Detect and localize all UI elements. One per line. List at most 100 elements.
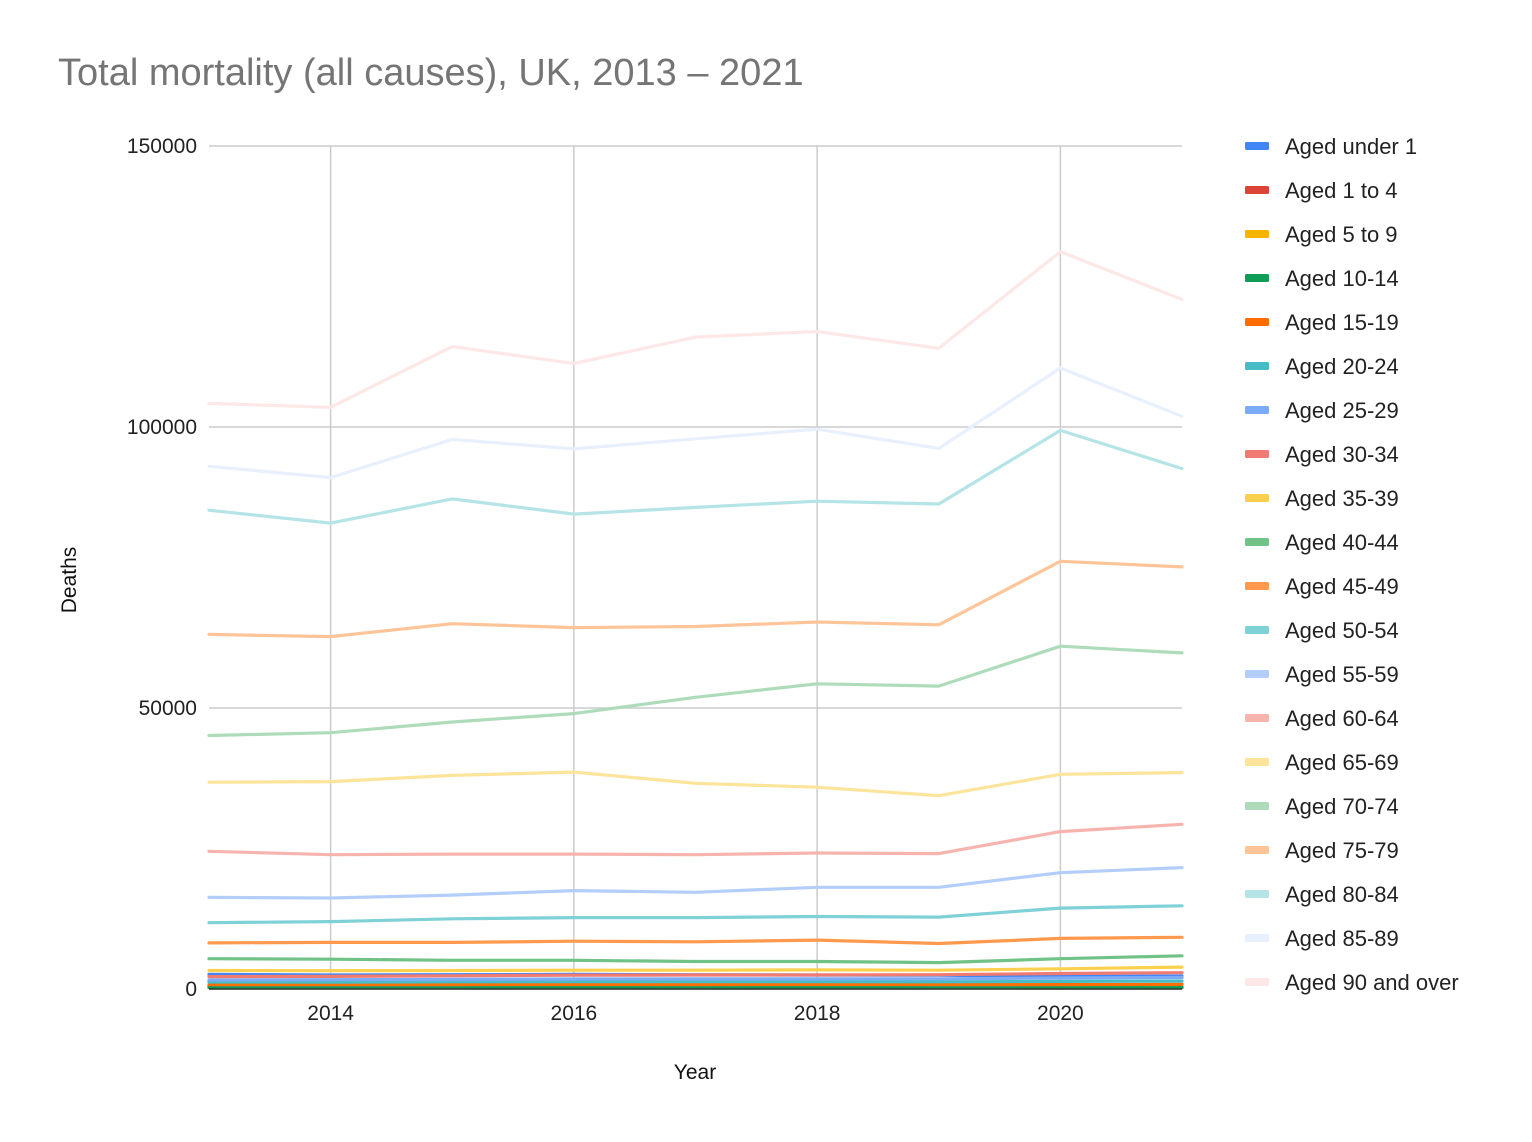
x-tick-label: 2016 bbox=[551, 1002, 598, 1025]
legend-item: Aged 1 to 4 bbox=[1245, 178, 1398, 203]
legend-swatch bbox=[1245, 978, 1269, 986]
legend-label: Aged 15-19 bbox=[1285, 310, 1399, 335]
legend-item: Aged 40-44 bbox=[1245, 530, 1399, 555]
legend-swatch bbox=[1245, 406, 1269, 414]
series-9 bbox=[207, 954, 1184, 965]
legend-swatch bbox=[1245, 890, 1269, 898]
legend-label: Aged 90 and over bbox=[1285, 970, 1459, 995]
series-8 bbox=[207, 965, 1184, 973]
series-line bbox=[207, 644, 1184, 738]
legend-item: Aged 75-79 bbox=[1245, 838, 1399, 863]
legend-swatch bbox=[1245, 670, 1269, 678]
series-line bbox=[207, 904, 1184, 925]
series-14 bbox=[207, 770, 1184, 798]
legend-item: Aged 15-19 bbox=[1245, 310, 1399, 335]
series-line bbox=[207, 770, 1184, 798]
series-line bbox=[207, 366, 1184, 480]
legend-swatch bbox=[1245, 318, 1269, 326]
legend-swatch bbox=[1245, 450, 1269, 458]
legend-label: Aged 25-29 bbox=[1285, 398, 1399, 423]
series-line bbox=[207, 965, 1184, 973]
y-tick-label: 100000 bbox=[127, 416, 197, 439]
legend-item: Aged 85-89 bbox=[1245, 926, 1399, 951]
series-19 bbox=[207, 250, 1184, 409]
legend-swatch bbox=[1245, 714, 1269, 722]
legend-item: Aged 55-59 bbox=[1245, 662, 1399, 687]
y-tick-label: 50000 bbox=[139, 697, 197, 720]
legend-swatch bbox=[1245, 538, 1269, 546]
y-tick-label: 150000 bbox=[127, 135, 197, 158]
legend: Aged under 1 Aged 1 to 4 Aged 5 to 9 Aged 1… bbox=[1245, 134, 1459, 995]
x-axis-title: Year bbox=[674, 1061, 716, 1084]
series-6 bbox=[207, 975, 1184, 982]
series-line bbox=[207, 935, 1184, 946]
legend-label: Aged 85-89 bbox=[1285, 926, 1399, 951]
legend-label: Aged 70-74 bbox=[1285, 794, 1399, 819]
legend-swatch bbox=[1245, 758, 1269, 766]
legend-label: Aged 75-79 bbox=[1285, 838, 1399, 863]
series-10 bbox=[207, 935, 1184, 946]
legend-swatch bbox=[1245, 934, 1269, 942]
legend-item: Aged 35-39 bbox=[1245, 486, 1399, 511]
axes: Year Deaths 0 50000 100000 150000 2014 2016 20… bbox=[58, 135, 1182, 1084]
series-line bbox=[207, 975, 1184, 982]
series-4 bbox=[207, 982, 1184, 987]
legend-swatch bbox=[1245, 274, 1269, 282]
legend-label: Aged under 1 bbox=[1285, 134, 1417, 159]
legend-swatch bbox=[1245, 186, 1269, 194]
series-line bbox=[207, 954, 1184, 965]
legend-item: Aged 5 to 9 bbox=[1245, 222, 1398, 247]
legend-item: Aged 50-54 bbox=[1245, 618, 1399, 643]
legend-swatch bbox=[1245, 142, 1269, 150]
legend-swatch bbox=[1245, 362, 1269, 370]
series-line bbox=[207, 559, 1184, 639]
legend-label: Aged 65-69 bbox=[1285, 750, 1399, 775]
x-tick-label: 2020 bbox=[1037, 1002, 1084, 1025]
legend-label: Aged 45-49 bbox=[1285, 574, 1399, 599]
legend-item: Aged 70-74 bbox=[1245, 794, 1399, 819]
series-11 bbox=[207, 904, 1184, 925]
series-line bbox=[207, 979, 1184, 984]
series-5 bbox=[207, 979, 1184, 984]
y-axis-title: Deaths bbox=[58, 547, 81, 614]
legend-swatch bbox=[1245, 846, 1269, 854]
legend-item: Aged under 1 bbox=[1245, 134, 1417, 159]
legend-item: Aged 80-84 bbox=[1245, 882, 1399, 907]
legend-item: Aged 60-64 bbox=[1245, 706, 1399, 731]
series-7 bbox=[207, 971, 1184, 979]
legend-item: Aged 65-69 bbox=[1245, 750, 1399, 775]
legend-item: Aged 25-29 bbox=[1245, 398, 1399, 423]
series-12 bbox=[207, 865, 1184, 900]
series-lines bbox=[207, 250, 1184, 990]
legend-label: Aged 55-59 bbox=[1285, 662, 1399, 687]
y-tick-label: 0 bbox=[185, 978, 197, 1001]
legend-item: Aged 20-24 bbox=[1245, 354, 1399, 379]
series-13 bbox=[207, 822, 1184, 857]
legend-label: Aged 30-34 bbox=[1285, 442, 1399, 467]
legend-swatch bbox=[1245, 802, 1269, 810]
series-line bbox=[207, 971, 1184, 979]
legend-swatch bbox=[1245, 626, 1269, 634]
legend-label: Aged 40-44 bbox=[1285, 530, 1399, 555]
legend-label: Aged 5 to 9 bbox=[1285, 222, 1398, 247]
legend-item: Aged 90 and over bbox=[1245, 970, 1459, 995]
legend-label: Aged 20-24 bbox=[1285, 354, 1399, 379]
legend-item: Aged 30-34 bbox=[1245, 442, 1399, 467]
x-tick-label: 2018 bbox=[794, 1002, 841, 1025]
legend-swatch bbox=[1245, 494, 1269, 502]
legend-label: Aged 50-54 bbox=[1285, 618, 1399, 643]
legend-label: Aged 80-84 bbox=[1285, 882, 1399, 907]
legend-label: Aged 1 to 4 bbox=[1285, 178, 1398, 203]
series-line bbox=[207, 822, 1184, 857]
x-tick-label: 2014 bbox=[307, 1002, 354, 1025]
series-line bbox=[207, 865, 1184, 900]
series-15 bbox=[207, 644, 1184, 738]
legend-swatch bbox=[1245, 230, 1269, 238]
series-16 bbox=[207, 559, 1184, 639]
legend-label: Aged 60-64 bbox=[1285, 706, 1399, 731]
legend-item: Aged 45-49 bbox=[1245, 574, 1399, 599]
chart-title: Total mortality (all causes), UK, 2013 –… bbox=[58, 52, 804, 94]
series-line bbox=[207, 428, 1184, 525]
legend-label: Aged 10-14 bbox=[1285, 266, 1399, 291]
